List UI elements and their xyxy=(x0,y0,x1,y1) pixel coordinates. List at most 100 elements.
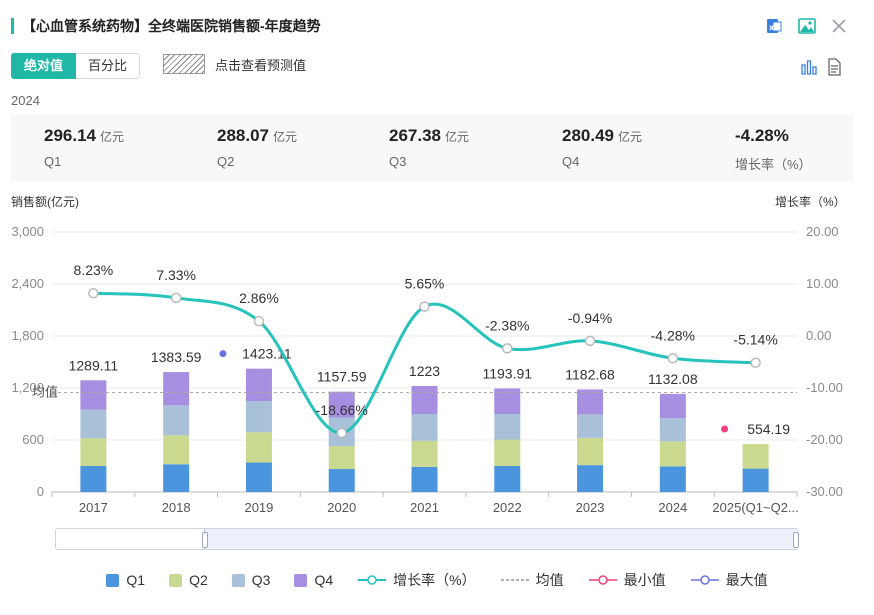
legend-q1[interactable]: Q1 xyxy=(106,572,145,588)
kpi-label: Q4 xyxy=(562,154,580,169)
legend-swatch xyxy=(106,573,120,587)
legend-q4[interactable]: Q4 xyxy=(294,572,333,588)
close-icon[interactable] xyxy=(829,16,849,36)
kpi-unit: 亿元 xyxy=(445,130,470,144)
kpi-q2: 288.07 亿元 Q2 xyxy=(217,126,297,169)
y-axis-title: 销售额(亿元) xyxy=(11,195,79,209)
forecast-toggle[interactable]: 点击查看预测值 xyxy=(163,54,306,74)
growth-rate-line xyxy=(93,291,756,435)
legend-label: 均值 xyxy=(535,572,564,588)
x-tick-label: 2017 xyxy=(79,500,108,515)
bar-q1-2022 xyxy=(494,466,521,492)
kpi-unit: 亿元 xyxy=(618,130,643,144)
growth-point xyxy=(88,287,99,299)
forecast-label: 点击查看预测值 xyxy=(215,57,307,73)
bar-q2-2023 xyxy=(577,437,604,466)
legend-min-icon xyxy=(588,575,617,585)
legend-average[interactable]: 均值 xyxy=(500,570,564,590)
legend-swatch xyxy=(169,573,183,587)
growth-label: 5.65% xyxy=(405,276,445,292)
bar-q4-2018 xyxy=(163,372,190,406)
bar-q4-2024 xyxy=(659,393,686,419)
growth-point xyxy=(336,427,347,439)
legend-q3[interactable]: Q3 xyxy=(231,572,270,588)
bar-total-label: 554.19 xyxy=(747,421,790,437)
scroller-right-handle[interactable] xyxy=(793,532,799,548)
growth-label: 7.33% xyxy=(156,267,196,283)
growth-label: -5.14% xyxy=(733,332,777,348)
growth-point xyxy=(253,315,265,327)
bar-q4-2021 xyxy=(411,386,438,414)
x-tick-label: 2021 xyxy=(410,500,439,515)
y-tick-label: 0 xyxy=(37,484,44,499)
x-tick-label: 2023 xyxy=(576,500,605,515)
growth-label: -4.28% xyxy=(651,327,695,343)
percent-button[interactable]: 百分比 xyxy=(76,53,141,79)
x-tick-label: 2019 xyxy=(244,500,273,515)
y-tick-label: 1,800 xyxy=(11,328,44,343)
legend-q2[interactable]: Q2 xyxy=(169,572,208,588)
kpi-label: Q1 xyxy=(44,154,62,169)
scroller-left-handle[interactable] xyxy=(202,532,208,548)
x-tick-label: 2018 xyxy=(162,500,191,515)
growth-label: 2.86% xyxy=(239,290,279,306)
sales-trend-chart: 0 600 1,200 1,800 2,400 3,000 -30.00 -20.00 -10.… xyxy=(11,224,842,515)
kpi-value: 288.07 xyxy=(217,126,269,145)
value-mode-toggle: 绝对值 百分比 xyxy=(11,53,141,79)
page-title: 【心血管系统药物】全终端医院销售额-年度趋势 xyxy=(22,18,321,34)
bar-q4-2019 xyxy=(245,368,272,401)
growth-point xyxy=(750,357,761,368)
legend-label: 最小值 xyxy=(623,572,666,588)
bar-q3-2019 xyxy=(245,401,272,433)
max-marker xyxy=(219,350,227,358)
absolute-value-button[interactable]: 绝对值 xyxy=(11,53,77,79)
legend-label: Q4 xyxy=(314,572,334,588)
growth-label: -0.94% xyxy=(568,310,612,326)
growth-label: -18.66% xyxy=(316,402,368,418)
image-export-icon[interactable] xyxy=(797,16,817,36)
legend-label: Q2 xyxy=(189,572,208,588)
growth-point xyxy=(667,353,679,364)
document-icon[interactable] xyxy=(824,57,844,77)
legend-label: 最大值 xyxy=(725,572,768,588)
excel-export-icon[interactable]: x xyxy=(764,16,784,36)
growth-label: 8.23% xyxy=(74,262,114,278)
legend-min[interactable]: 最小值 xyxy=(588,570,666,590)
growth-point xyxy=(502,343,513,354)
kpi-q4: 280.49 亿元 Q4 xyxy=(562,126,642,169)
y2-axis-title: 增长率（%） xyxy=(775,195,846,209)
y-tick-label: 2,400 xyxy=(11,276,44,291)
bar-q3-2017 xyxy=(80,409,107,439)
x-tick-label: 2024 xyxy=(658,500,687,515)
legend-growth[interactable]: 增长率（%） xyxy=(357,570,476,590)
legend-max[interactable]: 最大值 xyxy=(690,570,768,590)
min-marker xyxy=(721,425,729,433)
legend-label: 增长率（%） xyxy=(393,572,476,588)
bar-q2-2025 xyxy=(742,443,769,469)
bar-total-label: 1383.59 xyxy=(151,349,202,365)
bar-q1-2019 xyxy=(245,462,272,492)
legend-dash-icon xyxy=(500,579,529,581)
bar-q4-2023 xyxy=(577,389,604,415)
title-accent-bar xyxy=(11,18,14,34)
kpi-label: 增长率（%） xyxy=(735,157,812,172)
growth-point xyxy=(584,335,596,347)
y2-tick-label: 10.00 xyxy=(806,276,839,291)
title-bar: 【心血管系统药物】全终端医院销售额-年度趋势 x xyxy=(0,10,874,40)
kpi-value: 280.49 xyxy=(562,126,614,145)
summary-panel: 296.14 亿元 Q1 288.07 亿元 Q2 267.38 亿元 Q3 280.… xyxy=(11,114,853,182)
bar-chart-icon[interactable] xyxy=(799,57,819,77)
bar-total-label: 1223 xyxy=(409,363,440,379)
bar-q1-2023 xyxy=(577,465,604,492)
y2-tick-label: 0.00 xyxy=(806,328,831,343)
growth-point xyxy=(419,301,430,312)
bar-q1-2020 xyxy=(328,469,355,492)
kpi-q1: 296.14 亿元 Q1 xyxy=(44,126,124,169)
bar-q3-2023 xyxy=(577,414,604,438)
kpi-value: 296.14 xyxy=(44,126,96,145)
scroller-selection[interactable] xyxy=(204,529,799,549)
chart-range-scroller[interactable] xyxy=(55,528,799,550)
bar-q2-2019 xyxy=(245,432,272,463)
legend-swatch xyxy=(294,573,308,587)
y-tick-label: 3,000 xyxy=(11,224,44,239)
